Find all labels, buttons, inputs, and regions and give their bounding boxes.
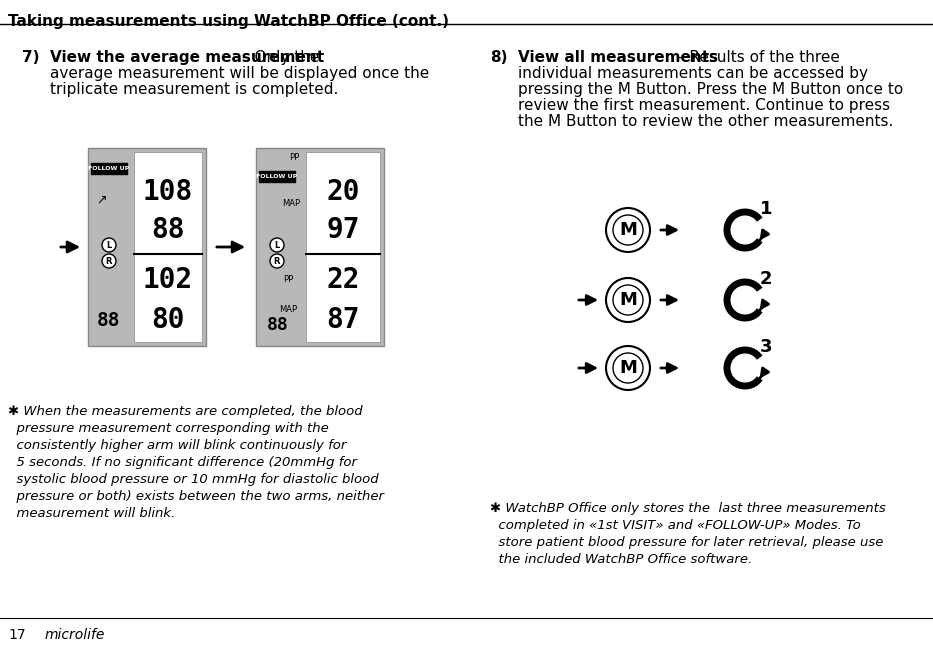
Text: MAP: MAP	[279, 306, 297, 315]
Text: Taking measurements using WatchBP Office (cont.): Taking measurements using WatchBP Office…	[8, 14, 449, 29]
Circle shape	[606, 346, 650, 390]
Circle shape	[613, 215, 643, 245]
Text: ↗: ↗	[97, 194, 107, 206]
Text: 1: 1	[759, 200, 773, 218]
Bar	[259, 171, 295, 182]
Text: 80: 80	[151, 306, 185, 334]
Text: individual measurements can be accessed by: individual measurements can be accessed …	[518, 66, 868, 81]
Text: completed in «1st VISIT» and «FOLLOW-UP» Modes. To: completed in «1st VISIT» and «FOLLOW-UP»…	[490, 519, 861, 532]
Text: PP: PP	[283, 275, 293, 284]
Text: 7): 7)	[22, 50, 39, 65]
Text: L: L	[106, 241, 112, 250]
Text: View all measurements: View all measurements	[518, 50, 718, 65]
Text: View the average measurement: View the average measurement	[50, 50, 324, 65]
Text: M: M	[620, 359, 637, 377]
Circle shape	[606, 208, 650, 252]
Circle shape	[270, 254, 284, 268]
Text: – Only the: – Only the	[242, 50, 319, 65]
Text: pressing the M Button. Press the M Button once to: pressing the M Button. Press the M Butto…	[518, 82, 903, 97]
Text: 3: 3	[759, 338, 773, 356]
Bar	[306, 152, 380, 342]
Circle shape	[613, 353, 643, 383]
Text: M: M	[620, 291, 637, 309]
Text: R: R	[273, 257, 280, 266]
Bar	[134, 152, 202, 342]
Text: microlife: microlife	[45, 628, 105, 642]
Text: 87: 87	[327, 306, 360, 334]
Text: pressure measurement corresponding with the: pressure measurement corresponding with …	[8, 422, 328, 435]
Text: 17: 17	[8, 628, 25, 642]
Text: PP: PP	[289, 154, 299, 163]
Text: consistently higher arm will blink continuously for: consistently higher arm will blink conti…	[8, 439, 346, 452]
Bar	[256, 148, 384, 346]
Text: 22: 22	[327, 266, 360, 294]
Text: L: L	[274, 241, 280, 250]
Text: 88: 88	[97, 310, 120, 330]
Bar	[88, 148, 206, 346]
Circle shape	[613, 285, 643, 315]
Circle shape	[606, 278, 650, 322]
Text: M: M	[620, 221, 637, 239]
Text: 20: 20	[327, 178, 360, 206]
Text: triplicate measurement is completed.: triplicate measurement is completed.	[50, 82, 339, 97]
Text: measurement will blink.: measurement will blink.	[8, 507, 175, 520]
Text: ✱ When the measurements are completed, the blood: ✱ When the measurements are completed, t…	[8, 405, 363, 418]
Text: MAP: MAP	[282, 199, 300, 208]
Text: 8): 8)	[490, 50, 508, 65]
Text: 108: 108	[143, 178, 193, 206]
Text: FOLLOW UP: FOLLOW UP	[257, 175, 298, 179]
Text: 102: 102	[143, 266, 193, 294]
Circle shape	[102, 254, 116, 268]
Circle shape	[102, 238, 116, 252]
Text: review the first measurement. Continue to press: review the first measurement. Continue t…	[518, 98, 890, 113]
Text: 5 seconds. If no significant difference (20mmHg for: 5 seconds. If no significant difference …	[8, 456, 357, 469]
Text: store patient blood pressure for later retrieval, please use: store patient blood pressure for later r…	[490, 536, 884, 549]
Text: 97: 97	[327, 216, 360, 244]
Text: systolic blood pressure or 10 mmHg for diastolic blood: systolic blood pressure or 10 mmHg for d…	[8, 473, 379, 486]
Text: the included WatchBP Office software.: the included WatchBP Office software.	[490, 553, 752, 566]
Text: 88: 88	[267, 316, 289, 334]
Text: – Results of the three: – Results of the three	[672, 50, 840, 65]
Text: average measurement will be displayed once the: average measurement will be displayed on…	[50, 66, 429, 81]
Bar	[91, 163, 127, 174]
Text: ✱ WatchBP Office only stores the  last three measurements: ✱ WatchBP Office only stores the last th…	[490, 502, 885, 515]
Text: pressure or both) exists between the two arms, neither: pressure or both) exists between the two…	[8, 490, 384, 503]
Text: FOLLOW UP: FOLLOW UP	[89, 166, 130, 172]
Text: 88: 88	[151, 216, 185, 244]
Circle shape	[270, 238, 284, 252]
Text: the M Button to review the other measurements.: the M Button to review the other measure…	[518, 114, 894, 129]
Text: R: R	[105, 257, 112, 266]
Text: 2: 2	[759, 270, 773, 288]
